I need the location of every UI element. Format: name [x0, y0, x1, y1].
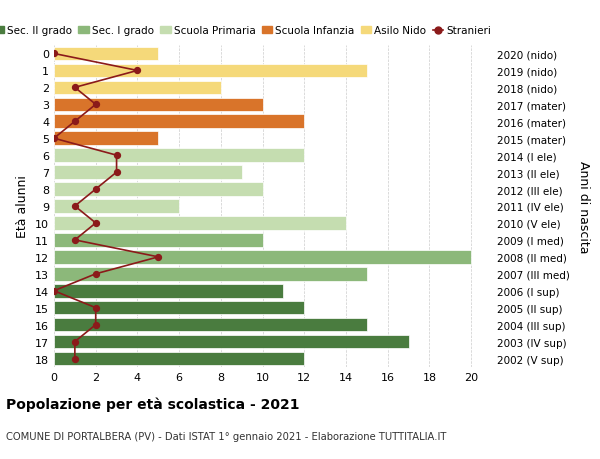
Point: [70, 355, 80, 363]
Bar: [54, 149, 304, 162]
Point: [91, 186, 101, 193]
Point: [49, 287, 59, 295]
Bar: [54, 234, 263, 247]
Point: [91, 321, 101, 329]
Bar: [54, 132, 158, 146]
Bar: [54, 352, 304, 365]
Bar: [54, 81, 221, 95]
Point: [91, 270, 101, 278]
Point: [70, 237, 80, 244]
Point: [112, 152, 121, 159]
Point: [112, 169, 121, 176]
Bar: [54, 65, 367, 78]
Bar: [54, 284, 283, 298]
Bar: [54, 301, 304, 315]
Bar: [54, 115, 304, 129]
Bar: [54, 98, 263, 112]
Point: [70, 203, 80, 210]
Y-axis label: Età alunni: Età alunni: [16, 175, 29, 238]
Y-axis label: Anni di nascita: Anni di nascita: [577, 160, 590, 253]
Bar: [54, 335, 409, 348]
Bar: [54, 200, 179, 213]
Point: [70, 338, 80, 346]
Point: [91, 101, 101, 109]
Text: Popolazione per età scolastica - 2021: Popolazione per età scolastica - 2021: [6, 396, 299, 411]
Point: [154, 254, 163, 261]
Bar: [54, 268, 367, 281]
Legend: Sec. II grado, Sec. I grado, Scuola Primaria, Scuola Infanzia, Asilo Nido, Stran: Sec. II grado, Sec. I grado, Scuola Prim…: [0, 22, 495, 40]
Bar: [54, 183, 263, 196]
Point: [70, 118, 80, 126]
Point: [91, 304, 101, 312]
Point: [133, 67, 142, 75]
Point: [91, 220, 101, 227]
Point: [49, 50, 59, 58]
Bar: [54, 48, 158, 61]
Bar: [54, 217, 346, 230]
Bar: [54, 166, 242, 179]
Text: COMUNE DI PORTALBERA (PV) - Dati ISTAT 1° gennaio 2021 - Elaborazione TUTTITALIA: COMUNE DI PORTALBERA (PV) - Dati ISTAT 1…: [6, 431, 446, 441]
Point: [49, 135, 59, 143]
Point: [70, 84, 80, 92]
Bar: [54, 318, 367, 332]
Bar: [54, 251, 471, 264]
